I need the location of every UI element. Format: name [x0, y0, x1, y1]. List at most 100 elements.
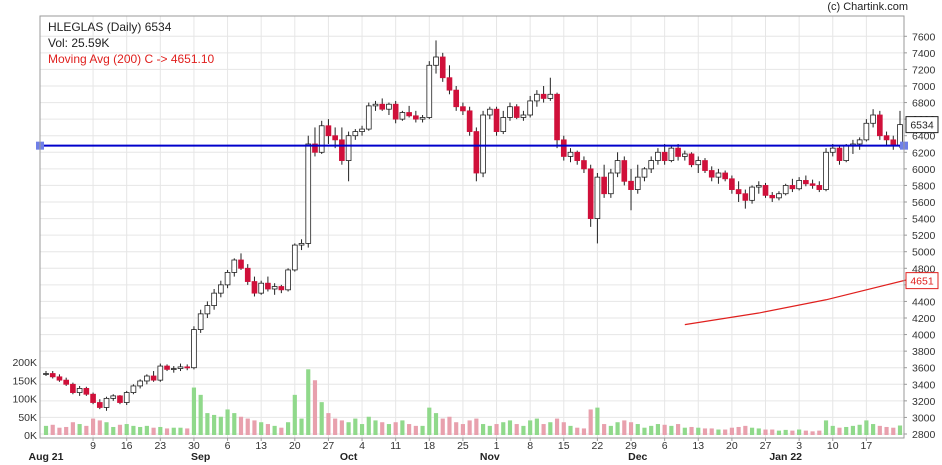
candle-down: [877, 114, 883, 137]
candle-up: [218, 284, 224, 294]
volume-bar: [454, 422, 459, 435]
candle-up: [318, 125, 325, 153]
volume-bar: [716, 429, 721, 435]
date-tick-label: 1: [494, 440, 500, 452]
volume-bar: [783, 429, 788, 435]
candle-up: [641, 168, 648, 178]
volume-bar: [326, 413, 331, 435]
candle-down: [493, 108, 500, 132]
volume-bar: [299, 418, 304, 435]
volume-bar: [427, 407, 432, 435]
volume-tick-label: 0K: [24, 430, 37, 442]
candle-down: [96, 402, 103, 408]
candle-up: [608, 172, 614, 195]
candle-down: [325, 125, 332, 137]
candle-down: [244, 267, 251, 282]
candle-up: [352, 131, 359, 137]
candle-up: [191, 329, 197, 369]
volume-bar: [628, 422, 634, 435]
candle-up: [870, 114, 876, 124]
volume-bar: [265, 424, 270, 435]
candle-up: [856, 139, 863, 145]
volume-bar: [272, 425, 277, 435]
candle-up: [177, 366, 184, 369]
volume-bar: [521, 425, 526, 435]
candle-up: [776, 193, 782, 199]
volume-bar: [568, 425, 573, 435]
candle-up: [345, 135, 352, 161]
month-label: Nov: [480, 451, 500, 463]
candle-down: [150, 375, 157, 381]
candle-down: [56, 376, 63, 381]
candle-up: [426, 64, 433, 118]
candle-down: [265, 282, 271, 290]
volume-bar: [245, 418, 250, 435]
volume-bar: [655, 424, 661, 435]
candle-up: [749, 186, 755, 201]
candle-up: [648, 160, 655, 170]
month-label: Oct: [340, 451, 358, 463]
volume-bar: [111, 426, 116, 435]
candle-down: [251, 281, 258, 294]
candle-up: [567, 151, 574, 157]
volume-bar: [622, 420, 627, 435]
candle-up: [130, 385, 137, 393]
candle-up: [103, 397, 110, 408]
candle-up: [695, 160, 702, 166]
volume-bar: [319, 402, 324, 435]
volume-tick-label: 50K: [18, 412, 37, 424]
volume-bar: [117, 424, 123, 435]
candle-up: [224, 272, 231, 286]
candle-down: [513, 106, 520, 118]
date-tick-label: 8: [527, 440, 533, 452]
chart-title: HLEGLAS (Daily) 6534: [48, 20, 172, 34]
price-tick-label: 6400: [912, 131, 936, 143]
volume-bar: [232, 413, 237, 435]
date-tick-label: 6: [662, 440, 668, 452]
date-tick-label: 6: [225, 440, 231, 452]
price-tick-label: 4400: [912, 296, 936, 308]
date-tick-label: 10: [827, 440, 839, 452]
volume-bar: [90, 418, 96, 435]
volume-bar: [554, 418, 560, 435]
volume-bar: [380, 422, 385, 435]
candle-up: [211, 292, 217, 306]
volume-bar: [729, 427, 734, 435]
candle-down: [473, 131, 480, 174]
price-tick-label: 3000: [912, 412, 936, 424]
volume-bar: [844, 426, 849, 435]
volume-bar: [64, 426, 69, 435]
volume-bar: [501, 422, 506, 435]
volume-bar: [259, 422, 264, 435]
gridlines: [40, 16, 904, 438]
volume-bar: [602, 424, 607, 435]
volume-bar: [138, 426, 143, 435]
candle-up: [123, 392, 130, 403]
candle-up: [137, 380, 143, 387]
volume-bar: [494, 424, 499, 435]
price-tick-label: 3600: [912, 363, 936, 375]
month-label: Aug 21: [28, 451, 63, 463]
volume-bar: [292, 394, 297, 435]
price-tick-label: 6800: [912, 98, 936, 110]
volume-bar: [702, 428, 708, 435]
candle-down: [406, 112, 412, 117]
candle-up: [110, 395, 117, 399]
volume-bar: [164, 428, 170, 435]
price-tick-label: 5200: [912, 230, 936, 242]
candle-up: [520, 114, 527, 118]
candle-down: [184, 366, 191, 369]
axes: 7600740072007000680066006400620060005800…: [12, 15, 939, 463]
volume-bar: [460, 424, 465, 435]
volume-bar: [400, 420, 405, 435]
volume-bar: [770, 429, 775, 435]
volume-bar: [373, 420, 378, 435]
volume-bar: [534, 418, 539, 435]
candle-up: [305, 143, 312, 244]
volume-bar: [279, 427, 284, 435]
volume-bar: [581, 428, 587, 435]
volume-bar: [507, 420, 513, 435]
price-tick-label: 6200: [912, 147, 936, 159]
volume-bar: [817, 430, 822, 435]
